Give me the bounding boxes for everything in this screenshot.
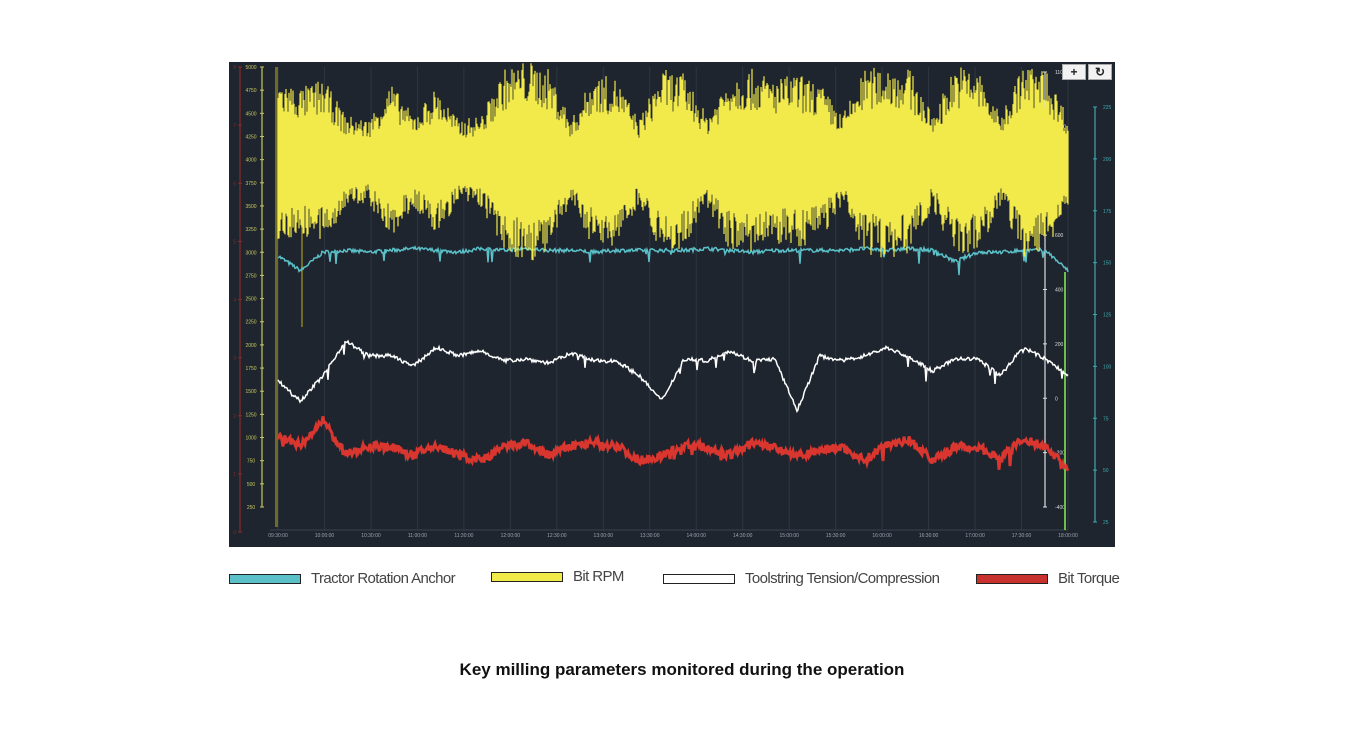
tractor-axis-tick-label: 75 [1103, 416, 1109, 422]
tension-axis-tick-label: 400 [1055, 288, 1064, 294]
x-tick-label: 13:30:00 [640, 533, 660, 539]
reset-zoom-button[interactable]: ↻ [1088, 64, 1112, 80]
tractor-axis-tick-label: 225 [1103, 105, 1112, 111]
chart-svg: 09:30:00 10:00:00 10:30:00 11:00:00 11:30:00… [233, 63, 1112, 539]
rpm-axis-tick-label: 1250 [245, 412, 256, 418]
rpm-axis-tick-label: 3250 [245, 227, 256, 233]
x-tick-label: 12:30:00 [547, 533, 567, 539]
tractor-axis-tick-label: 200 [1103, 157, 1112, 163]
legend-item-rpm: Bit RPM [491, 568, 624, 585]
x-tick-label: 18:00:00 [1058, 533, 1078, 539]
legend-label: Bit RPM [573, 568, 624, 585]
torque-axis-tick-label: 8 [233, 65, 236, 71]
legend-label: Tractor Rotation Anchor [311, 570, 456, 587]
legend-label: Bit Torque [1058, 570, 1120, 587]
torque-axis-tick-label: 5 [233, 239, 236, 245]
legend-swatch [229, 573, 301, 584]
torque-axis-tick-label: 4 [233, 298, 236, 304]
torque-axis-tick-label: 0 [233, 530, 236, 536]
tractor-axis-tick-label: 25 [1103, 520, 1109, 526]
rpm-axis-tick-label: 3000 [245, 250, 256, 256]
series-bit-rpm [277, 63, 1069, 261]
tractor-axis-tick-label: 150 [1103, 261, 1112, 267]
tension-axis-tick-label: 0 [1055, 396, 1058, 402]
x-tick-label: 10:30:00 [361, 533, 381, 539]
rpm-axis-tick-label: 2250 [245, 320, 256, 326]
rpm-axis-tick-label: 1750 [245, 366, 256, 372]
rpm-axis-tick-label: 2750 [245, 273, 256, 279]
x-tick-label: 15:30:00 [826, 533, 846, 539]
rpm-axis-tick-label: 2000 [245, 343, 256, 349]
tractor-axis-tick-label: 125 [1103, 313, 1112, 319]
series-tractor-rotation-anchor [277, 245, 1069, 276]
rpm-axis-tick-label: 4250 [245, 134, 256, 140]
torque-axis-tick-label: 7 [233, 123, 236, 129]
x-tick-label: 14:30:00 [733, 533, 753, 539]
figure-caption: Key milling parameters monitored during … [459, 660, 905, 679]
x-tick-label: 14:00:00 [687, 533, 707, 539]
torque-axis-tick-label: 1 [233, 472, 236, 478]
tractor-axis-tick-label: 50 [1103, 468, 1109, 474]
start-marker [275, 67, 278, 527]
zoom-in-button[interactable]: + [1062, 64, 1086, 80]
x-tick-label: 11:30:00 [454, 533, 473, 539]
tension-axis-tick-label: -200 [1055, 451, 1065, 457]
rpm-axis-tick-label: 3750 [245, 181, 256, 187]
legend-swatch [491, 571, 563, 582]
rpm-axis-tick-label: 250 [247, 505, 256, 511]
rpm-axis-tick-label: 3500 [245, 204, 256, 210]
rpm-axis-tick-label: 1000 [245, 436, 256, 442]
marker [301, 182, 303, 327]
series-toolstring-tension-compression [277, 339, 1069, 413]
series-bit-torque [276, 416, 1070, 472]
chart-panel: 09:30:00 10:00:00 10:30:00 11:00:00 11:30:00… [229, 62, 1115, 547]
rpm-axis-tick-label: 5000 [245, 65, 256, 71]
legend-item-tractor: Tractor Rotation Anchor [229, 570, 456, 587]
x-tick-label: 16:00:00 [872, 533, 892, 539]
legend-swatch [976, 573, 1048, 584]
rpm-axis-tick-label: 4750 [245, 88, 256, 94]
x-tick-label: 09:30:00 [268, 533, 288, 539]
tension-axis-tick-label: 600 [1055, 233, 1064, 239]
legend-swatch [663, 573, 735, 584]
legend-label: Toolstring Tension/Compression [745, 570, 940, 587]
torque-axis-tick-label: 3 [233, 356, 236, 362]
x-tick-label: 16:30:00 [919, 533, 939, 539]
rpm-axis-tick-label: 750 [247, 459, 256, 465]
tension-axis-tick-label: 1100 [1055, 70, 1066, 76]
torque-axis-tick-label: 2 [233, 414, 236, 420]
x-tick-label: 12:00:00 [501, 533, 521, 539]
tension-axis-tick-label: 200 [1055, 342, 1064, 348]
legend-item-tension: Toolstring Tension/Compression [663, 570, 940, 587]
x-tick-label: 15:00:00 [779, 533, 799, 539]
x-tick-label: 13:00:00 [594, 533, 614, 539]
x-tick-label: 11:00:00 [408, 533, 427, 539]
torque-axis-tick-label: 6 [233, 181, 236, 187]
tractor-axis-tick-label: 100 [1103, 364, 1112, 370]
x-tick-label: 17:00:00 [965, 533, 985, 539]
tension-axis-tick-label: -400 [1055, 505, 1065, 511]
rpm-axis-tick-label: 2500 [245, 297, 256, 303]
x-tick-label: 17:30:00 [1012, 533, 1032, 539]
rpm-axis-tick-label: 1500 [245, 389, 256, 395]
rpm-axis-tick-label: 500 [247, 482, 256, 488]
legend: Tractor Rotation Anchor Bit RPM Toolstri… [229, 568, 1129, 592]
tractor-axis-tick-label: 175 [1103, 209, 1112, 215]
legend-item-torque: Bit Torque [976, 570, 1120, 587]
rpm-axis-tick-label: 4000 [245, 158, 256, 164]
x-tick-label: 10:00:00 [315, 533, 335, 539]
rpm-axis-tick-label: 4500 [245, 111, 256, 117]
